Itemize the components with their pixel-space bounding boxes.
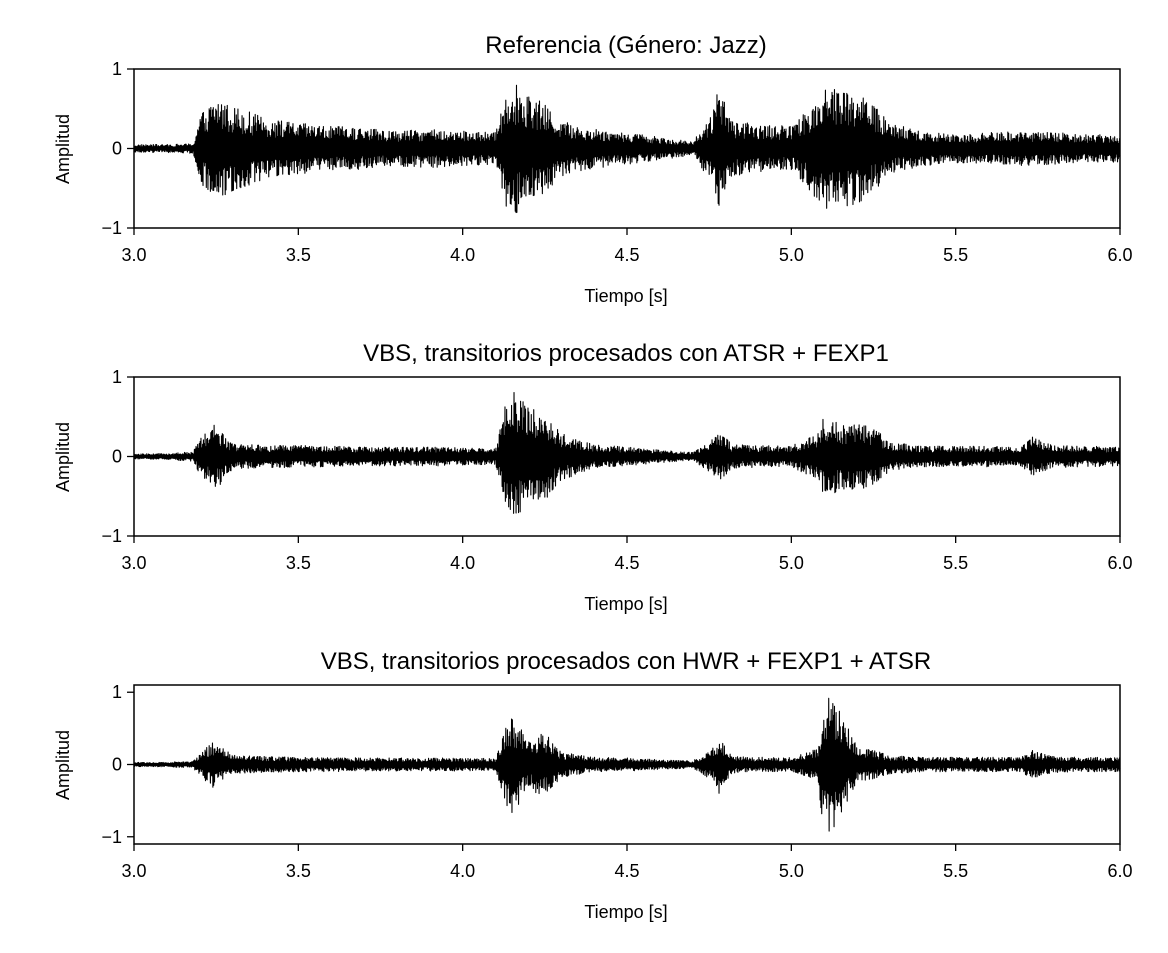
y-axis-label: Amplitud xyxy=(53,730,73,800)
subplot-title: VBS, transitorios procesados con ATSR + … xyxy=(363,340,889,367)
subplot-atsr-fexp1: VBS, transitorios procesados con ATSR + … xyxy=(53,340,1133,614)
x-tick-label: 3.0 xyxy=(121,553,146,573)
x-tick-label: 4.0 xyxy=(450,861,475,881)
x-tick-label: 5.0 xyxy=(779,245,804,265)
x-axis-label: Tiempo [s] xyxy=(584,594,667,614)
subplot-reference: Referencia (Género: Jazz) Amplitud Tiemp… xyxy=(53,32,1133,306)
y-axis-label: Amplitud xyxy=(53,114,73,184)
subplot-title: VBS, transitorios procesados con HWR + F… xyxy=(321,648,931,675)
y-tick-label: −1 xyxy=(101,218,122,238)
x-tick-label: 3.0 xyxy=(121,861,146,881)
waveform-line xyxy=(133,84,1121,214)
waveform-line xyxy=(133,392,1121,514)
x-axis-label: Tiempo [s] xyxy=(584,286,667,306)
x-tick-label: 4.5 xyxy=(614,861,639,881)
x-tick-label: 4.0 xyxy=(450,553,475,573)
x-tick-label: 6.0 xyxy=(1107,553,1132,573)
x-axis-label: Tiempo [s] xyxy=(584,902,667,922)
x-tick-label: 3.0 xyxy=(121,245,146,265)
y-tick-label: 1 xyxy=(112,59,122,79)
x-tick-label: 6.0 xyxy=(1107,861,1132,881)
x-tick-label: 5.5 xyxy=(943,553,968,573)
y-tick-label: 0 xyxy=(112,447,122,467)
x-tick-label: 3.5 xyxy=(286,861,311,881)
y-tick-label: 1 xyxy=(112,367,122,387)
y-tick-label: 0 xyxy=(112,755,122,775)
x-tick-label: 6.0 xyxy=(1107,245,1132,265)
y-tick-label: 1 xyxy=(112,682,122,702)
x-tick-label: 4.5 xyxy=(614,245,639,265)
x-tick-label: 5.0 xyxy=(779,553,804,573)
x-tick-label: 3.5 xyxy=(286,553,311,573)
subplot-hwr-fexp1-atsr: VBS, transitorios procesados con HWR + F… xyxy=(53,648,1133,922)
x-tick-label: 5.5 xyxy=(943,861,968,881)
x-tick-label: 5.0 xyxy=(779,861,804,881)
x-tick-label: 4.0 xyxy=(450,245,475,265)
y-tick-label: 0 xyxy=(112,139,122,159)
subplot-title: Referencia (Género: Jazz) xyxy=(485,32,766,59)
y-tick-label: −1 xyxy=(101,526,122,546)
waveform-line xyxy=(133,697,1121,832)
y-tick-label: −1 xyxy=(101,827,122,847)
x-tick-label: 3.5 xyxy=(286,245,311,265)
x-tick-label: 4.5 xyxy=(614,553,639,573)
y-axis-label: Amplitud xyxy=(53,422,73,492)
x-tick-label: 5.5 xyxy=(943,245,968,265)
